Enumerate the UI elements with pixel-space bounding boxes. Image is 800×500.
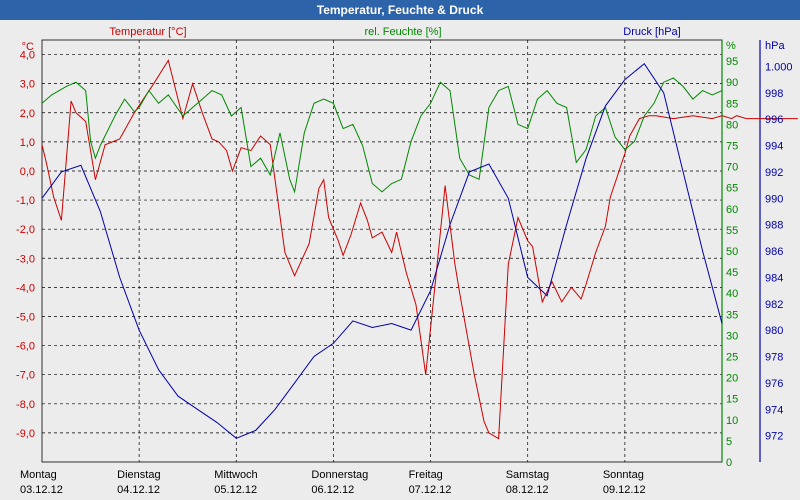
- humidity-tick-label: 0: [726, 457, 732, 469]
- pressure-tick-label: 990: [765, 193, 783, 205]
- chart-title: Temperatur, Feuchte & Druck: [0, 0, 800, 20]
- humidity-tick-label: 90: [726, 77, 738, 89]
- pressure-tick-label: 988: [765, 220, 783, 232]
- pressure-tick-label: 982: [765, 299, 783, 311]
- series-line-pressure: [41, 62, 723, 439]
- temperature-tick-label: -6,0: [16, 341, 35, 353]
- humidity-tick-label: 40: [726, 288, 738, 300]
- series-line-humidity: [41, 77, 723, 194]
- series-line-temperature: [41, 59, 798, 440]
- humidity-tick-label: 95: [726, 56, 738, 68]
- x-date-label: 03.12.12: [20, 484, 63, 496]
- x-date-label: 04.12.12: [117, 484, 160, 496]
- series-layer: [41, 59, 798, 440]
- pressure-unit-label: hPa: [765, 40, 785, 52]
- humidity-tick-label: 5: [726, 436, 732, 448]
- temperature-tick-label: 0,0: [20, 166, 35, 178]
- temperature-tick-label: -5,0: [16, 311, 35, 323]
- grid: [42, 40, 722, 462]
- humidity-axis-title: rel. Feuchte [%]: [364, 26, 441, 38]
- humidity-tick-label: 85: [726, 98, 738, 110]
- labels-layer: 4,0 3,0 2,0 1,0 0,0 -1,0 -2,0 -3,0 -4,0 -5,0 -6,0 -…: [16, 26, 793, 496]
- pressure-tick-label: 980: [765, 325, 783, 337]
- humidity-tick-label: 50: [726, 246, 738, 258]
- temperature-tick-label: -2,0: [16, 224, 35, 236]
- axes: [41, 39, 761, 463]
- pressure-tick-label: 972: [765, 431, 783, 443]
- humidity-tick-label: 15: [726, 394, 738, 406]
- x-day-label: Dienstag: [117, 469, 160, 481]
- pressure-tick-label: 996: [765, 114, 783, 126]
- temperature-tick-label: -7,0: [16, 370, 35, 382]
- x-day-label: Mittwoch: [214, 469, 257, 481]
- humidity-unit-label: %: [726, 40, 736, 52]
- temperature-tick-label: 4,0: [20, 50, 35, 62]
- plot-border: [41, 39, 723, 463]
- temperature-tick-label: -1,0: [16, 195, 35, 207]
- humidity-tick-label: 25: [726, 352, 738, 364]
- humidity-tick-label: 10: [726, 415, 738, 427]
- x-day-label: Freitag: [409, 469, 443, 481]
- temperature-tick-label: 3,0: [20, 79, 35, 91]
- pressure-tick-label: 998: [765, 88, 783, 100]
- temperature-tick-label: -3,0: [16, 253, 35, 265]
- temperature-tick-label: -4,0: [16, 282, 35, 294]
- temperature-tick-label: 1,0: [20, 137, 35, 149]
- temperature-tick-label: 2,0: [20, 108, 35, 120]
- pressure-tick-label: 992: [765, 167, 783, 179]
- temperature-tick-label: -9,0: [16, 428, 35, 440]
- temperature-tick-label: -8,0: [16, 399, 35, 411]
- pressure-tick-label: 984: [765, 272, 783, 284]
- temperature-unit-label: °C: [22, 41, 34, 53]
- temperature-axis-title: Temperatur [°C]: [109, 26, 186, 38]
- humidity-tick-label: 20: [726, 373, 738, 385]
- humidity-tick-label: 60: [726, 204, 738, 216]
- humidity-tick-label: 30: [726, 330, 738, 342]
- pressure-tick-label: 994: [765, 141, 783, 153]
- x-date-label: 07.12.12: [409, 484, 452, 496]
- humidity-tick-label: 45: [726, 267, 738, 279]
- x-day-label: Samstag: [506, 469, 549, 481]
- x-day-label: Montag: [20, 469, 57, 481]
- x-date-label: 08.12.12: [506, 484, 549, 496]
- humidity-tick-label: 75: [726, 141, 738, 153]
- x-date-label: 06.12.12: [311, 484, 354, 496]
- humidity-tick-label: 65: [726, 183, 738, 195]
- pressure-tick-label: 978: [765, 352, 783, 364]
- x-date-label: 09.12.12: [603, 484, 646, 496]
- humidity-tick-label: 70: [726, 162, 738, 174]
- humidity-tick-label: 35: [726, 309, 738, 321]
- pressure-tick-label: 986: [765, 246, 783, 258]
- humidity-tick-label: 55: [726, 225, 738, 237]
- pressure-tick-label: 974: [765, 404, 783, 416]
- x-day-label: Donnerstag: [311, 469, 368, 481]
- pressure-tick-label: 976: [765, 378, 783, 390]
- x-date-label: 05.12.12: [214, 484, 257, 496]
- humidity-tick-label: 80: [726, 119, 738, 131]
- pressure-tick-label: 1.000: [765, 61, 793, 73]
- x-day-label: Sonntag: [603, 469, 644, 481]
- pressure-axis-title: Druck [hPa]: [623, 26, 680, 38]
